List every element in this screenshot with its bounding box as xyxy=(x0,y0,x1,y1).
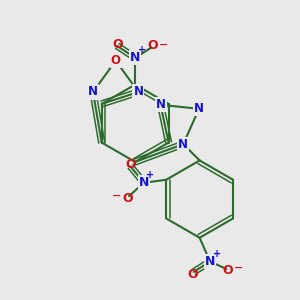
Text: N: N xyxy=(134,85,143,98)
Text: O: O xyxy=(187,268,197,281)
Text: N: N xyxy=(205,255,215,268)
Text: −: − xyxy=(234,262,244,272)
Text: O: O xyxy=(122,192,133,205)
Text: +: + xyxy=(212,249,220,259)
Text: N: N xyxy=(178,138,188,151)
Text: N: N xyxy=(139,176,149,189)
Text: +: + xyxy=(146,170,154,180)
Text: O: O xyxy=(125,158,136,171)
Text: +: + xyxy=(138,45,146,56)
Text: N: N xyxy=(194,102,204,115)
Text: O: O xyxy=(148,40,158,52)
Text: O: O xyxy=(223,264,233,277)
Text: N: N xyxy=(130,51,140,64)
Text: N: N xyxy=(156,98,166,111)
Text: −: − xyxy=(112,191,121,201)
Text: N: N xyxy=(88,85,98,98)
Text: −: − xyxy=(159,40,169,50)
Text: O: O xyxy=(112,38,123,51)
Text: O: O xyxy=(111,54,121,67)
